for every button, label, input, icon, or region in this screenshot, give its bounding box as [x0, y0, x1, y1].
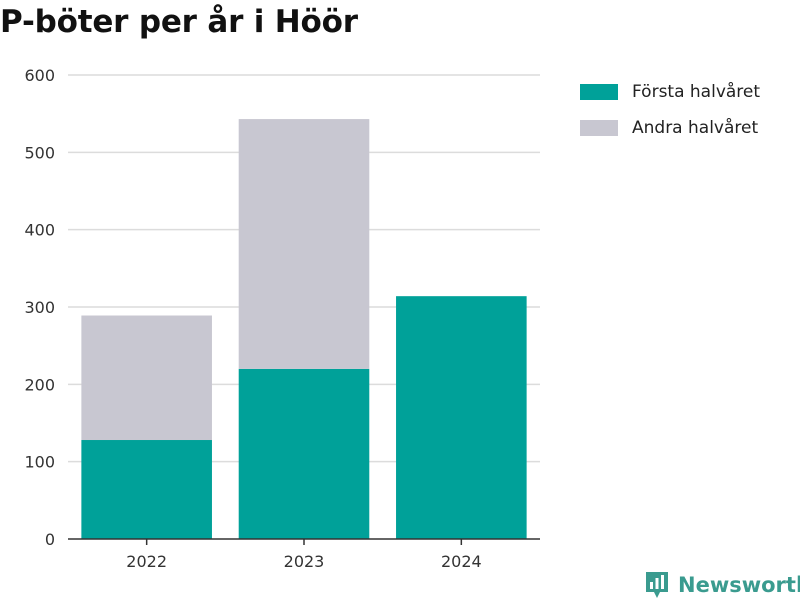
- legend: Första halvåret Andra halvåret: [580, 74, 760, 146]
- x-tick-label: 2023: [284, 552, 325, 571]
- newsworthy-logo: Newsworthy: [644, 570, 800, 600]
- legend-label-first-half: Första halvåret: [632, 82, 760, 102]
- x-tick-label: 2024: [441, 552, 482, 571]
- legend-label-second-half: Andra halvåret: [632, 118, 758, 138]
- bar-chart-icon: [644, 570, 670, 600]
- y-tick-label: 600: [24, 66, 55, 85]
- legend-swatch-second-half: [580, 120, 618, 136]
- y-tick-label: 200: [24, 375, 55, 394]
- bar-2023-first-half: [239, 369, 370, 539]
- y-tick-label: 100: [24, 453, 55, 472]
- legend-swatch-first-half: [580, 84, 618, 100]
- bar-2022-first-half: [81, 440, 212, 539]
- x-tick-label: 2022: [126, 552, 167, 571]
- bars: [81, 119, 526, 539]
- y-tick-label: 500: [24, 143, 55, 162]
- y-tick-label: 300: [24, 298, 55, 317]
- y-tick-label: 0: [45, 530, 55, 549]
- bar-2022-second-half: [81, 316, 212, 441]
- y-tick-label: 400: [24, 221, 55, 240]
- brand-name: Newsworthy: [678, 573, 800, 597]
- bar-2024-first-half: [396, 296, 527, 539]
- legend-item-first-half: Första halvåret: [580, 74, 760, 110]
- legend-item-second-half: Andra halvåret: [580, 110, 760, 146]
- bar-2023-second-half: [239, 119, 370, 369]
